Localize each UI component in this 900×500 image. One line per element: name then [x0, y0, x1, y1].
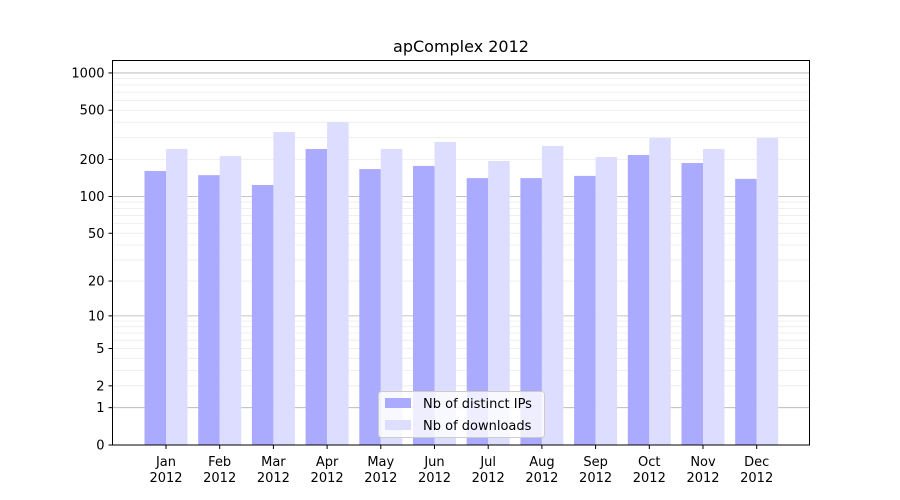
y-tick-label: 100 — [80, 190, 105, 205]
bar-ips — [627, 155, 650, 446]
x-tick-label: Dec 2012 — [740, 455, 773, 486]
y-tick-label: 50 — [88, 227, 105, 242]
x-tick-label: Jul 2012 — [472, 455, 505, 486]
plot-frame — [112, 60, 810, 446]
y-tick-label: 20 — [88, 275, 105, 290]
bar-ips — [359, 169, 381, 445]
chart-title: apComplex 2012 — [393, 37, 529, 56]
bar-ips — [144, 171, 166, 445]
x-tick-label: Jan 2012 — [149, 455, 182, 486]
x-tick-label: Mar 2012 — [257, 455, 290, 486]
y-tick-label: 500 — [80, 104, 105, 119]
bar-downloads — [488, 161, 510, 445]
y-tick-label: 5 — [96, 342, 104, 357]
y-tick-label: 0 — [96, 439, 104, 454]
bar-ips — [574, 175, 596, 445]
bar-downloads — [273, 132, 295, 446]
x-tick-label: Jun 2012 — [418, 455, 451, 486]
y-tick-label: 200 — [80, 153, 105, 168]
bar-downloads — [380, 148, 403, 445]
bar-ips — [305, 148, 328, 445]
y-tick-label: 2 — [96, 379, 104, 394]
bar-ips — [466, 178, 489, 445]
x-axis: Jan 2012 Feb 2012 Mar 2012 Apr 2012 May 2012 Jun 20… — [149, 445, 773, 486]
legend-swatch-ips — [385, 398, 411, 408]
bars — [144, 122, 779, 446]
bar-ips — [681, 163, 703, 445]
bar-downloads — [219, 156, 242, 445]
bar-ips — [520, 178, 542, 445]
x-tick-label: Oct 2012 — [633, 455, 666, 486]
x-tick-label: Aug 2012 — [525, 455, 558, 486]
bar-downloads — [649, 138, 671, 445]
bar-ips — [251, 184, 274, 445]
legend-label-ips: Nb of distinct IPs — [423, 397, 532, 412]
x-tick-label: Feb 2012 — [203, 455, 236, 486]
x-tick-label: Sep 2012 — [579, 455, 612, 486]
y-axis: 0 1 2 5 10 20 50 100 200 500 1000 — [71, 66, 113, 454]
legend: Nb of distinct IPs Nb of downloads — [378, 391, 545, 438]
bar-downloads — [756, 138, 779, 445]
bar-downloads — [541, 145, 564, 445]
bar-downloads — [166, 148, 188, 445]
bar-ips — [413, 165, 435, 445]
bar-downloads — [327, 122, 349, 446]
x-tick-label: Apr 2012 — [311, 455, 344, 486]
y-tick-label: 1000 — [71, 66, 104, 81]
y-tick-label: 10 — [88, 309, 105, 324]
bar-ips — [735, 178, 757, 445]
x-tick-label: Nov 2012 — [686, 455, 719, 486]
x-tick-label: May 2012 — [364, 455, 397, 486]
legend-label-downloads: Nb of downloads — [423, 419, 532, 434]
bar-downloads — [703, 148, 725, 445]
bar-downloads — [434, 141, 456, 445]
legend-swatch-downloads — [385, 420, 411, 430]
y-tick-label: 1 — [96, 401, 104, 416]
bar-ips — [198, 175, 220, 446]
bar-downloads — [595, 157, 618, 445]
